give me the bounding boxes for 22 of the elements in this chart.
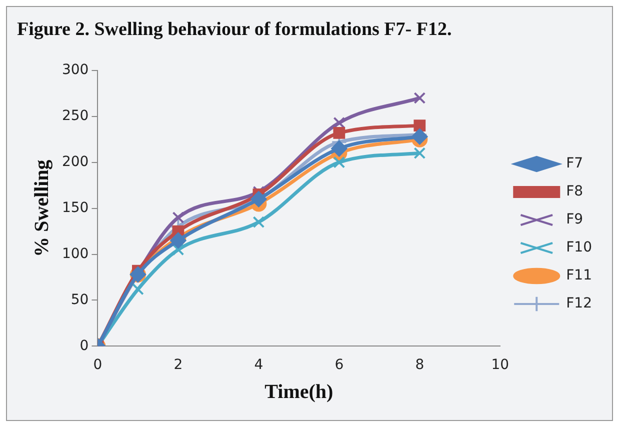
y-tick-label: 300: [62, 62, 89, 78]
x-axis-title: Time(h): [264, 381, 334, 404]
chart-title: Figure 2. Swelling behaviour of formulations F7- F12.: [17, 19, 452, 41]
x-tick-label: 4: [254, 357, 264, 374]
x-tick-label: 6: [334, 357, 344, 374]
y-tick-label: 0: [80, 338, 89, 354]
legend-label: F7: [566, 156, 584, 172]
x-tick-label: 0: [93, 357, 102, 374]
legend-label: F11: [566, 268, 592, 284]
x-tick-label: 8: [415, 357, 424, 374]
y-tick-label: 200: [62, 154, 89, 170]
y-tick-label: 100: [62, 246, 89, 262]
legend-label: F8: [566, 184, 584, 200]
legend-label: F9: [566, 212, 584, 228]
legend-label: F12: [566, 296, 592, 312]
y-tick-label: 150: [62, 200, 89, 216]
y-tick-label: 250: [62, 108, 89, 124]
y-axis-title: % Swelling: [31, 160, 54, 257]
x-tick-label: 10: [491, 357, 510, 374]
legend-label: F10: [566, 240, 592, 256]
x-tick-label: 2: [174, 357, 183, 374]
y-tick-label: 50: [70, 292, 89, 308]
